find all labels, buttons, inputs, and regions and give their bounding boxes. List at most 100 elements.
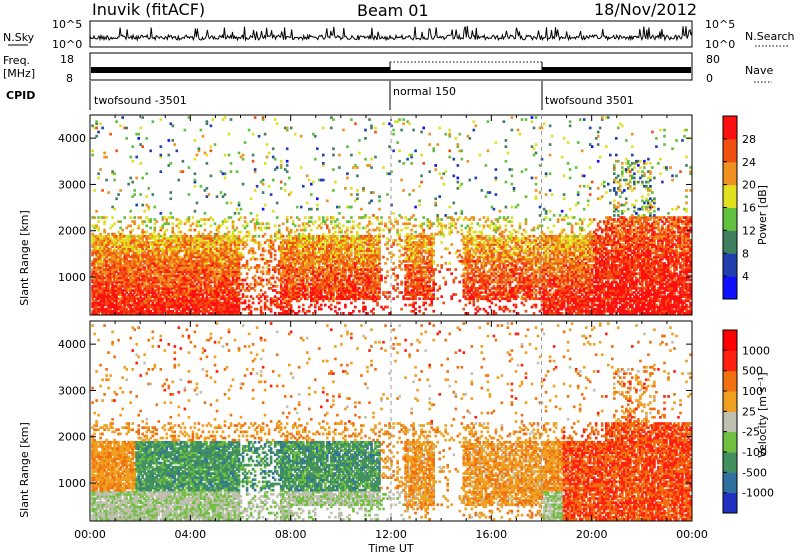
power-cells-cell-394 <box>109 133 112 136</box>
power-cells-cell-2016 <box>194 210 197 213</box>
power-cells-cell-2722 <box>230 202 233 205</box>
power-cells-cell-2063 <box>196 154 199 157</box>
power-cells-cell-4369 <box>346 172 349 175</box>
power-cells-cell-2964 <box>248 231 251 234</box>
power-cells-cell-4170 <box>334 231 337 234</box>
power-cells-cell-2978 <box>250 212 253 215</box>
power-cells-cell-3935 <box>320 227 323 230</box>
power-cells-cell-4884 <box>378 233 381 236</box>
power-cells-cell-2019 <box>194 179 197 182</box>
power-cells-cell-975 <box>139 162 142 165</box>
power-cells-cell-3678 <box>304 216 307 219</box>
power-cells-cell-3121 <box>268 268 271 271</box>
beam-title: Beam 01 <box>357 1 429 20</box>
power-cells-cell-3261 <box>280 181 283 184</box>
power-cells-cell-3113 <box>266 156 269 159</box>
power-cells-cell-3065 <box>262 312 265 315</box>
power-cells-cell-36 <box>91 150 94 153</box>
power-cells-cell-3062 <box>260 227 263 230</box>
power-cells-cell-4205 <box>336 235 339 238</box>
power-cells-cell-4593 <box>362 302 365 305</box>
power-cells-cell-121 <box>95 120 98 123</box>
power-cells-cell-3545 <box>296 229 299 232</box>
power-cells-cell-4274 <box>342 312 345 315</box>
power-cells-cell-2338 <box>210 145 213 148</box>
power-cells-cell-3152 <box>270 193 273 196</box>
power-cells-cell-1906 <box>188 116 191 119</box>
power-cells-cell-3645 <box>302 185 305 188</box>
power-cells-cell-2138 <box>200 225 203 228</box>
power-cells-cell-4210 <box>338 302 341 305</box>
power-cells-cell-1597 <box>172 216 175 219</box>
power-cells-cell-3079 <box>262 191 265 194</box>
power-cells-cell-2337 <box>210 150 213 153</box>
power-cells-cell-4886 <box>378 227 381 230</box>
power-cells-cell-2525 <box>220 191 223 194</box>
power-cells-cell-4724 <box>368 118 371 121</box>
power-cells-cell-1596 <box>172 222 175 225</box>
power-cells-cell-3974 <box>324 304 327 307</box>
power-cells-cell-4560 <box>358 152 361 155</box>
power-cells-cell-2951 <box>246 222 249 225</box>
power-cells-cell-4174 <box>334 181 337 184</box>
power-cells-cell-472 <box>113 208 116 211</box>
power-cells-cell-2605 <box>224 177 227 180</box>
power-cells-cell-2687 <box>228 133 231 136</box>
power-cells-cell-2980 <box>252 302 255 305</box>
power-cells-cell-3167 <box>272 179 275 182</box>
power-cells-cell-4398 <box>348 220 351 223</box>
power-cells-cell-4960 <box>392 225 395 228</box>
power-cells-cell-4464 <box>354 306 357 309</box>
power-cells-cell-1519 <box>168 139 171 142</box>
power-cells-cell-938 <box>137 137 140 140</box>
power-cells-cell-3374 <box>286 127 289 130</box>
power-cells-cell-3145 <box>270 252 273 255</box>
power-cells-cell-588 <box>119 125 122 128</box>
power-cells-cell-118 <box>95 135 98 138</box>
freq-label: Freq. <box>3 54 30 67</box>
power-cells-cell-471 <box>113 222 116 225</box>
power-cells-cell-4906 <box>382 122 385 125</box>
power-cells-cell-2216 <box>204 212 207 215</box>
power-cells-cell-3971 <box>322 162 325 165</box>
power-cells-cell-35 <box>91 154 94 157</box>
power-cells-cell-624 <box>121 116 124 119</box>
power-cells-cell-4434 <box>350 154 353 157</box>
power-cells-cell-3159 <box>272 275 275 278</box>
power-cells-cell-3739 <box>308 179 311 182</box>
power-cells-cell-623 <box>121 229 124 232</box>
power-cells-cell-3114 <box>266 143 269 146</box>
power-cells-cell-4962 <box>392 150 395 153</box>
power-cells-cell-4461 <box>352 225 355 228</box>
power-cells-cell-4430 <box>350 216 353 219</box>
power-cells-cell-4209 <box>338 308 341 311</box>
power-cells-cell-4937 <box>388 216 391 219</box>
power-cells-cell-4762 <box>372 308 375 311</box>
power-cells-cell-4933 <box>388 239 391 242</box>
power-cells-cell-1904 <box>188 193 191 196</box>
power-cells-cell-2965 <box>248 129 251 132</box>
power-cells-cell-2765 <box>232 220 235 223</box>
power-cells-cell-3908 <box>320 304 323 307</box>
power-cells-cell-2336 <box>210 175 213 178</box>
power-cells-cell-4138 <box>332 168 335 171</box>
power-cells-cell-4137 <box>332 189 335 192</box>
power-cells-cell-547 <box>117 193 120 196</box>
power-cells-cell-2721 <box>230 216 233 219</box>
power-cells-cell-858 <box>133 189 136 192</box>
power-cells-cell-4435 <box>350 118 353 121</box>
power-cells-cell-1137 <box>147 187 150 190</box>
power-cells-cell-321 <box>105 179 108 182</box>
power-cells-cell-1675 <box>176 150 179 153</box>
power-cells-cell-4931 <box>388 291 391 294</box>
power-cells-cell-1094 <box>145 195 148 198</box>
power-cells-cell-3483 <box>292 220 295 223</box>
power-cells-cell-1557 <box>170 191 173 194</box>
power-cells-cell-3371 <box>286 160 289 163</box>
power-cells-cell-1555 <box>170 212 173 215</box>
power-cells-cell-3907 <box>320 308 323 311</box>
power-cells-cell-4069 <box>330 304 333 307</box>
power-cells-cell-2412 <box>214 143 217 146</box>
power-cells-cell-4624 <box>362 187 365 190</box>
power-cells-cell-4902 <box>382 256 385 259</box>
